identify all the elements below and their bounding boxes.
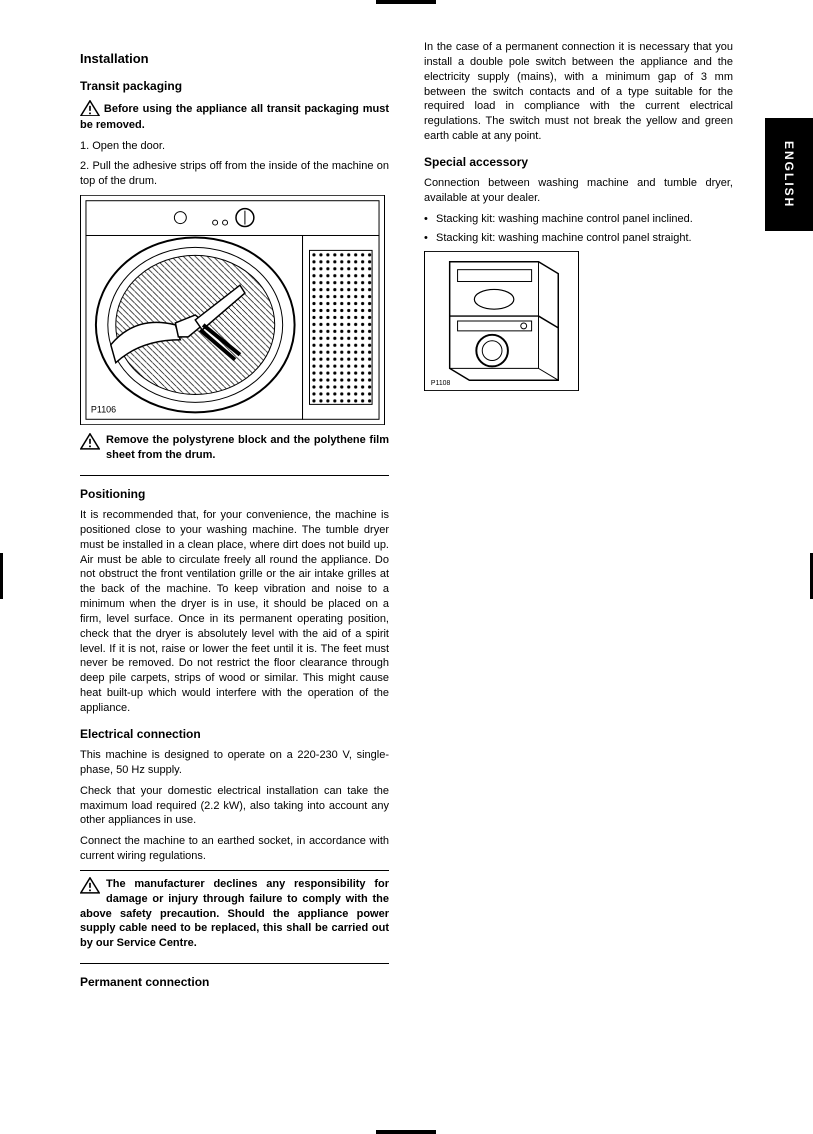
positioning-heading: Positioning <box>80 486 389 502</box>
fig-caption-text: P1106 <box>91 404 116 414</box>
electrical-p3: Connect the machine to an earthed socket… <box>80 834 389 864</box>
warning-icon <box>80 100 100 118</box>
remove-film-text: Remove the polystyrene block and the pol… <box>80 433 389 463</box>
transit-heading: Transit packaging <box>80 78 389 94</box>
transit-step-1: 1. Open the door. <box>80 139 389 154</box>
bottom-marker <box>376 1130 436 1134</box>
electrical-p1: This machine is designed to operate on a… <box>80 748 389 778</box>
accessory-item-1: Stacking kit: washing machine control pa… <box>424 212 733 227</box>
language-tab: ENGLISH <box>765 118 813 231</box>
permanent-heading: Permanent connection <box>80 974 389 990</box>
accessory-item-2: Stacking kit: washing machine control pa… <box>424 231 733 246</box>
edge-left <box>0 553 3 599</box>
remove-film-warning: Remove the polystyrene block and the pol… <box>80 433 389 476</box>
transit-warning-line: Before using the appliance all transit p… <box>80 100 389 133</box>
top-marker <box>376 0 436 4</box>
transit-warning-text: Before using the appliance all transit p… <box>80 103 389 131</box>
permanent-text: In the case of a permanent connection it… <box>424 40 733 144</box>
svg-text:P1108: P1108 <box>431 381 451 388</box>
accessory-intro: Connection between washing machine and t… <box>424 176 733 206</box>
electrical-heading: Electrical connection <box>80 726 389 742</box>
install-heading: Installation <box>80 50 389 68</box>
warning-icon <box>80 877 100 895</box>
electrical-p2: Check that your domestic electrical inst… <box>80 784 389 829</box>
page-content: Installation Transit packaging Before us… <box>0 0 813 1050</box>
accessory-list: Stacking kit: washing machine control pa… <box>424 212 733 246</box>
electrical-warning-box: The manufacturer declines any responsibi… <box>80 870 389 964</box>
warning-icon <box>80 433 100 451</box>
electrical-warning-text: The manufacturer declines any responsibi… <box>80 877 389 951</box>
accessory-heading: Special accessory <box>424 154 733 170</box>
positioning-text: It is recommended that, for your conveni… <box>80 508 389 716</box>
transit-step-2: 2. Pull the adhesive strips off from the… <box>80 159 389 189</box>
figure-drum: P1106 <box>80 195 385 425</box>
figure-stacking: P1108 <box>424 251 579 391</box>
